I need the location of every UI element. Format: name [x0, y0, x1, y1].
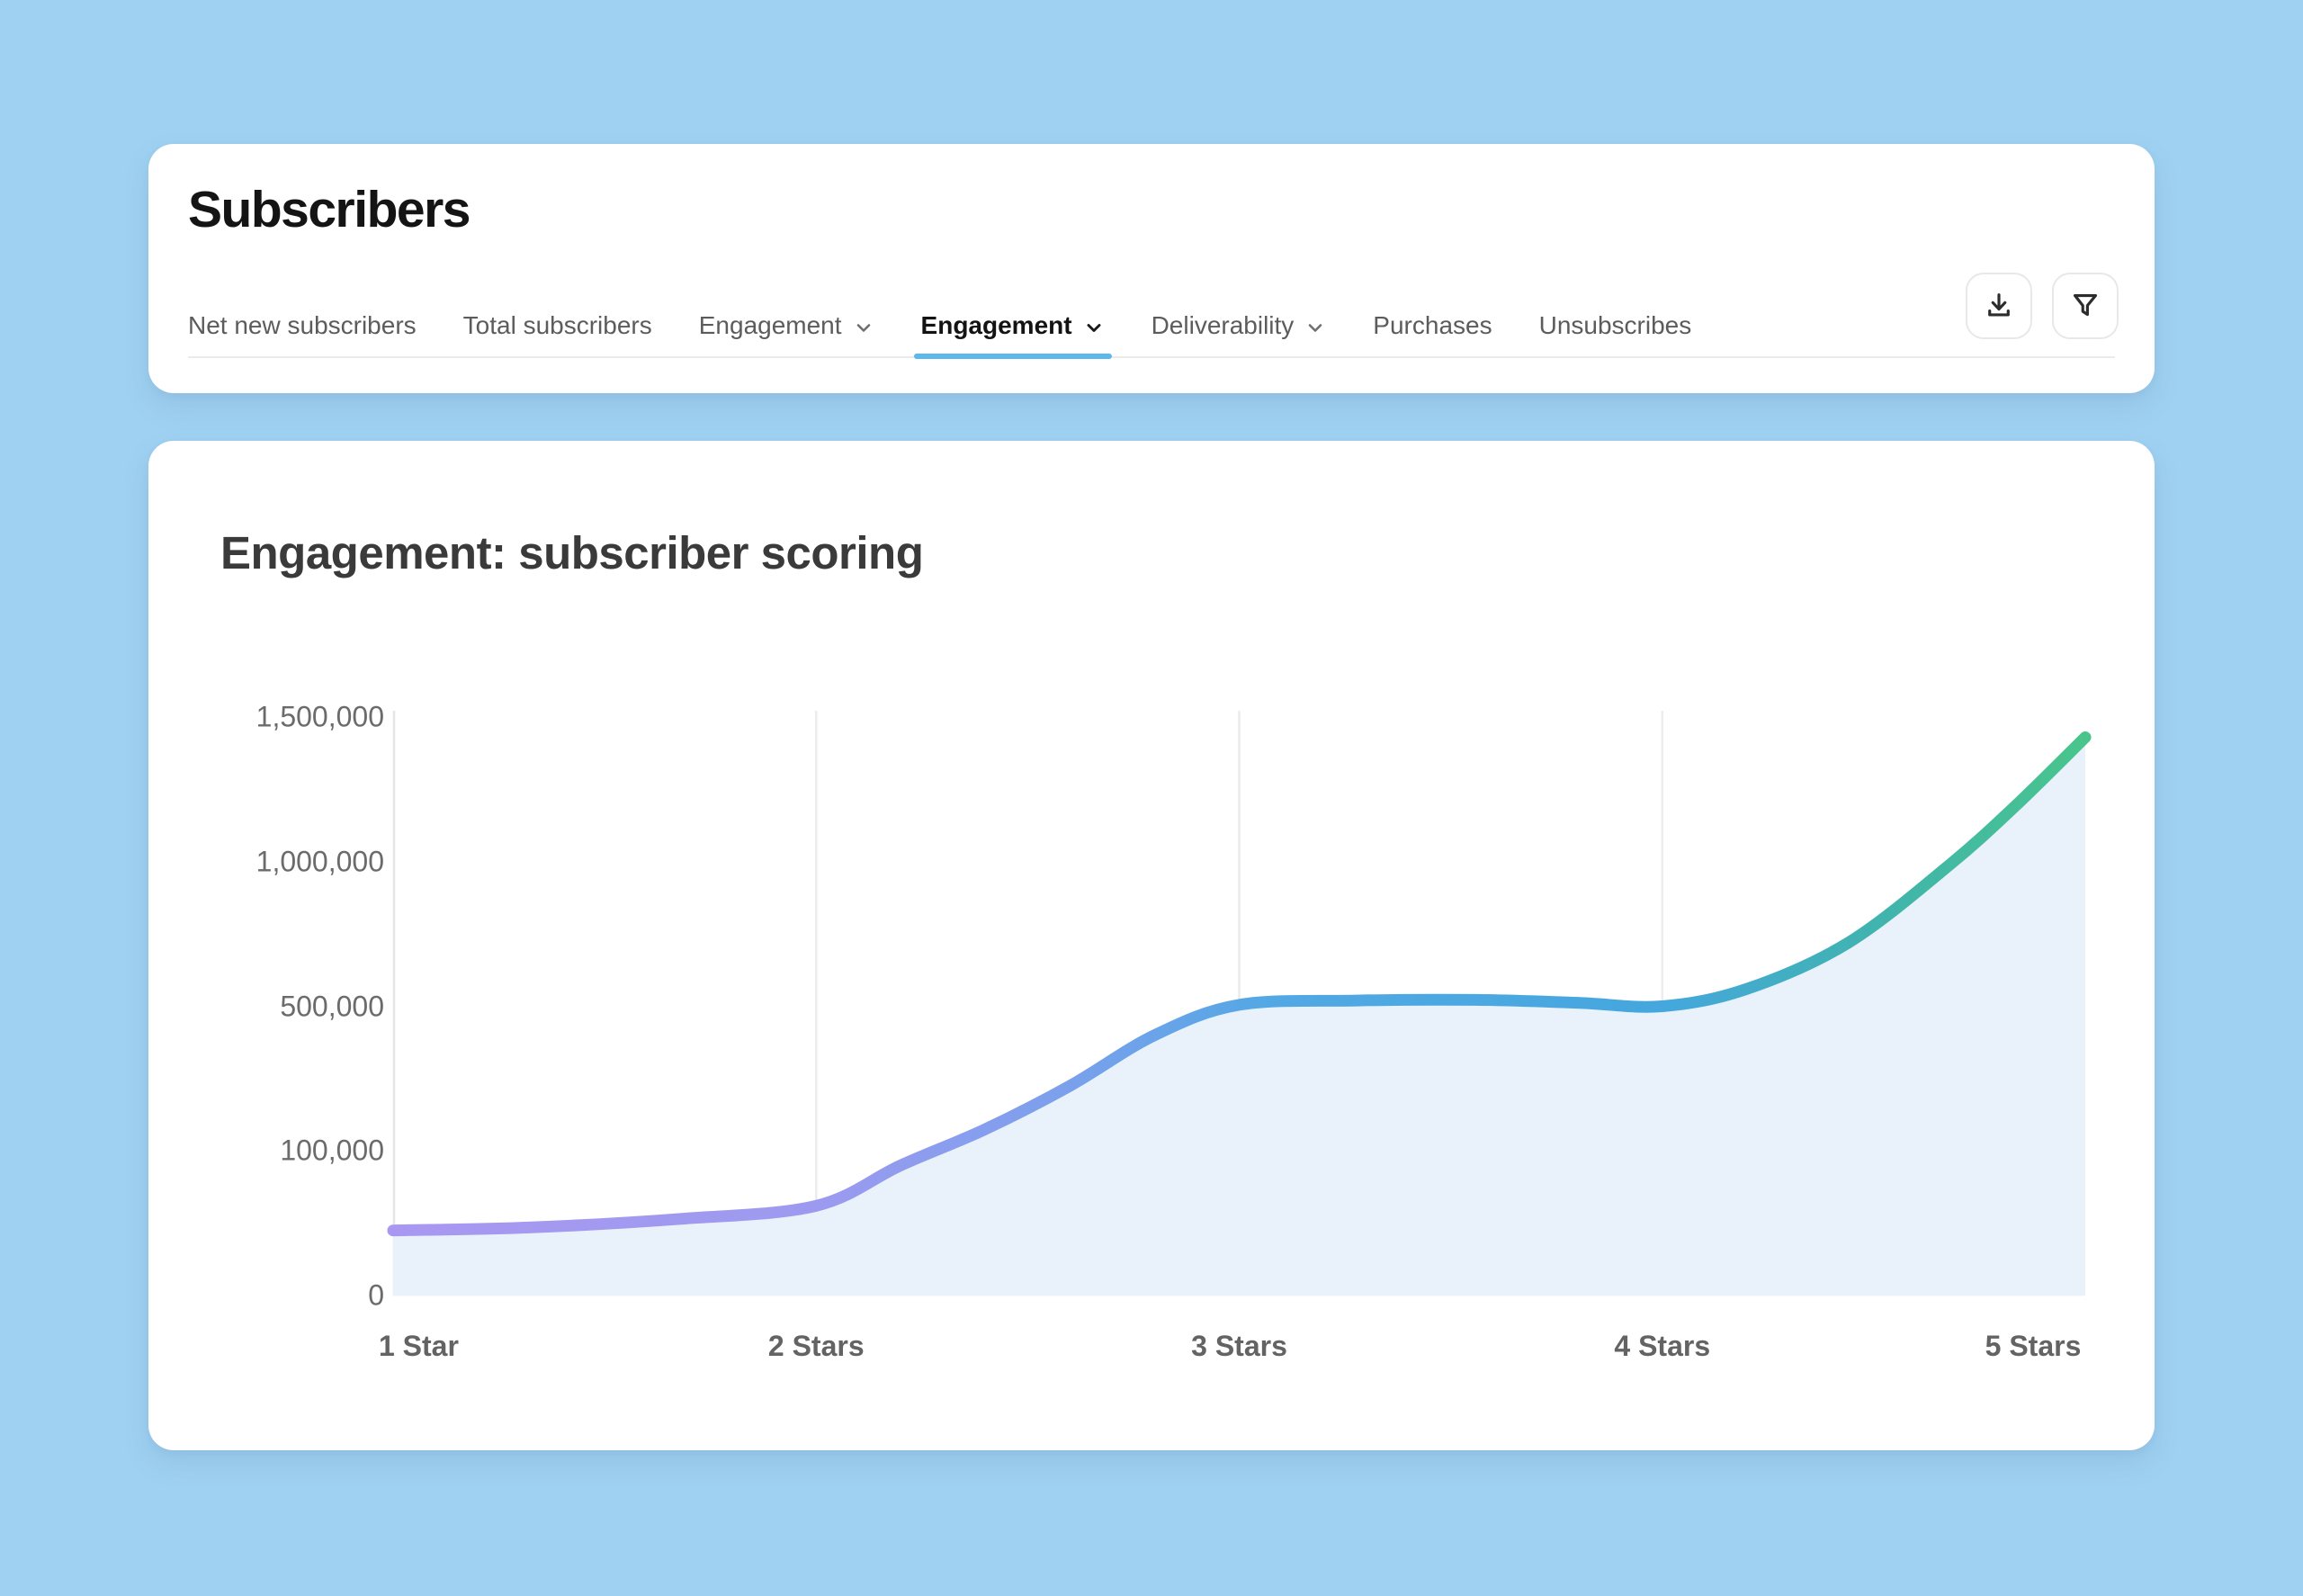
header-card: Subscribers Net new subscribers Total su…	[148, 144, 2155, 393]
download-icon	[1988, 293, 2010, 317]
chevron-down-icon	[1308, 324, 1322, 332]
y-axis-label: 500,000	[280, 990, 384, 1022]
tab-engagement-2[interactable]: Engagement	[913, 295, 1112, 359]
tab-net-new-subscribers[interactable]: Net new subscribers	[188, 295, 417, 356]
tab-total-subscribers[interactable]: Total subscribers	[463, 295, 652, 356]
tab-label: Engagement	[698, 311, 842, 339]
line-series	[387, 731, 2092, 1237]
y-axis-labels: 1,500,000 1,000,000 500,000 100,000 0	[148, 701, 384, 1312]
x-axis-label: 3 Stars	[1191, 1330, 1287, 1362]
tab-label: Deliverability	[1151, 311, 1295, 339]
tab-label: Engagement	[920, 311, 1072, 339]
engagement-chart-svg	[387, 711, 2092, 1296]
x-axis-label: 1 Star	[378, 1330, 459, 1362]
filter-icon	[2073, 293, 2098, 317]
tab-label: Total subscribers	[462, 311, 652, 339]
download-button[interactable]	[1966, 273, 2032, 339]
x-axis-label: 5 Stars	[1985, 1330, 2082, 1362]
header-actions	[1966, 273, 2119, 339]
tab-purchases[interactable]: Purchases	[1373, 295, 1492, 356]
page-title: Subscribers	[188, 181, 470, 238]
tab-deliverability[interactable]: Deliverability	[1152, 295, 1327, 356]
tab-label: Net new subscribers	[188, 311, 417, 339]
x-axis-labels: 1 Star 2 Stars 3 Stars 4 Stars 5 Stars	[379, 1330, 2085, 1369]
y-axis-label: 1,000,000	[255, 845, 384, 878]
tab-bar: Net new subscribers Total subscribers En…	[188, 295, 2115, 359]
y-axis-label: 1,500,000	[255, 700, 384, 733]
tab-label: Unsubscribes	[1538, 311, 1692, 339]
y-axis-label: 100,000	[280, 1134, 384, 1167]
chart-card: Engagement: subscriber scoring 1,500,000…	[148, 441, 2155, 1450]
filter-button[interactable]	[2052, 273, 2119, 339]
y-axis-label: 0	[368, 1278, 384, 1312]
x-axis-label: 4 Stars	[1614, 1330, 1711, 1362]
tab-label: Purchases	[1373, 311, 1492, 339]
chevron-down-icon	[856, 324, 870, 332]
tab-engagement-1[interactable]: Engagement	[699, 295, 874, 356]
chart-title: Engagement: subscriber scoring	[220, 527, 924, 578]
x-axis-label: 2 Stars	[767, 1330, 865, 1362]
tab-unsubscribes[interactable]: Unsubscribes	[1539, 295, 1692, 356]
chevron-down-icon	[1087, 324, 1101, 332]
active-tab-underline	[913, 354, 1112, 359]
area-fill	[393, 737, 2085, 1296]
